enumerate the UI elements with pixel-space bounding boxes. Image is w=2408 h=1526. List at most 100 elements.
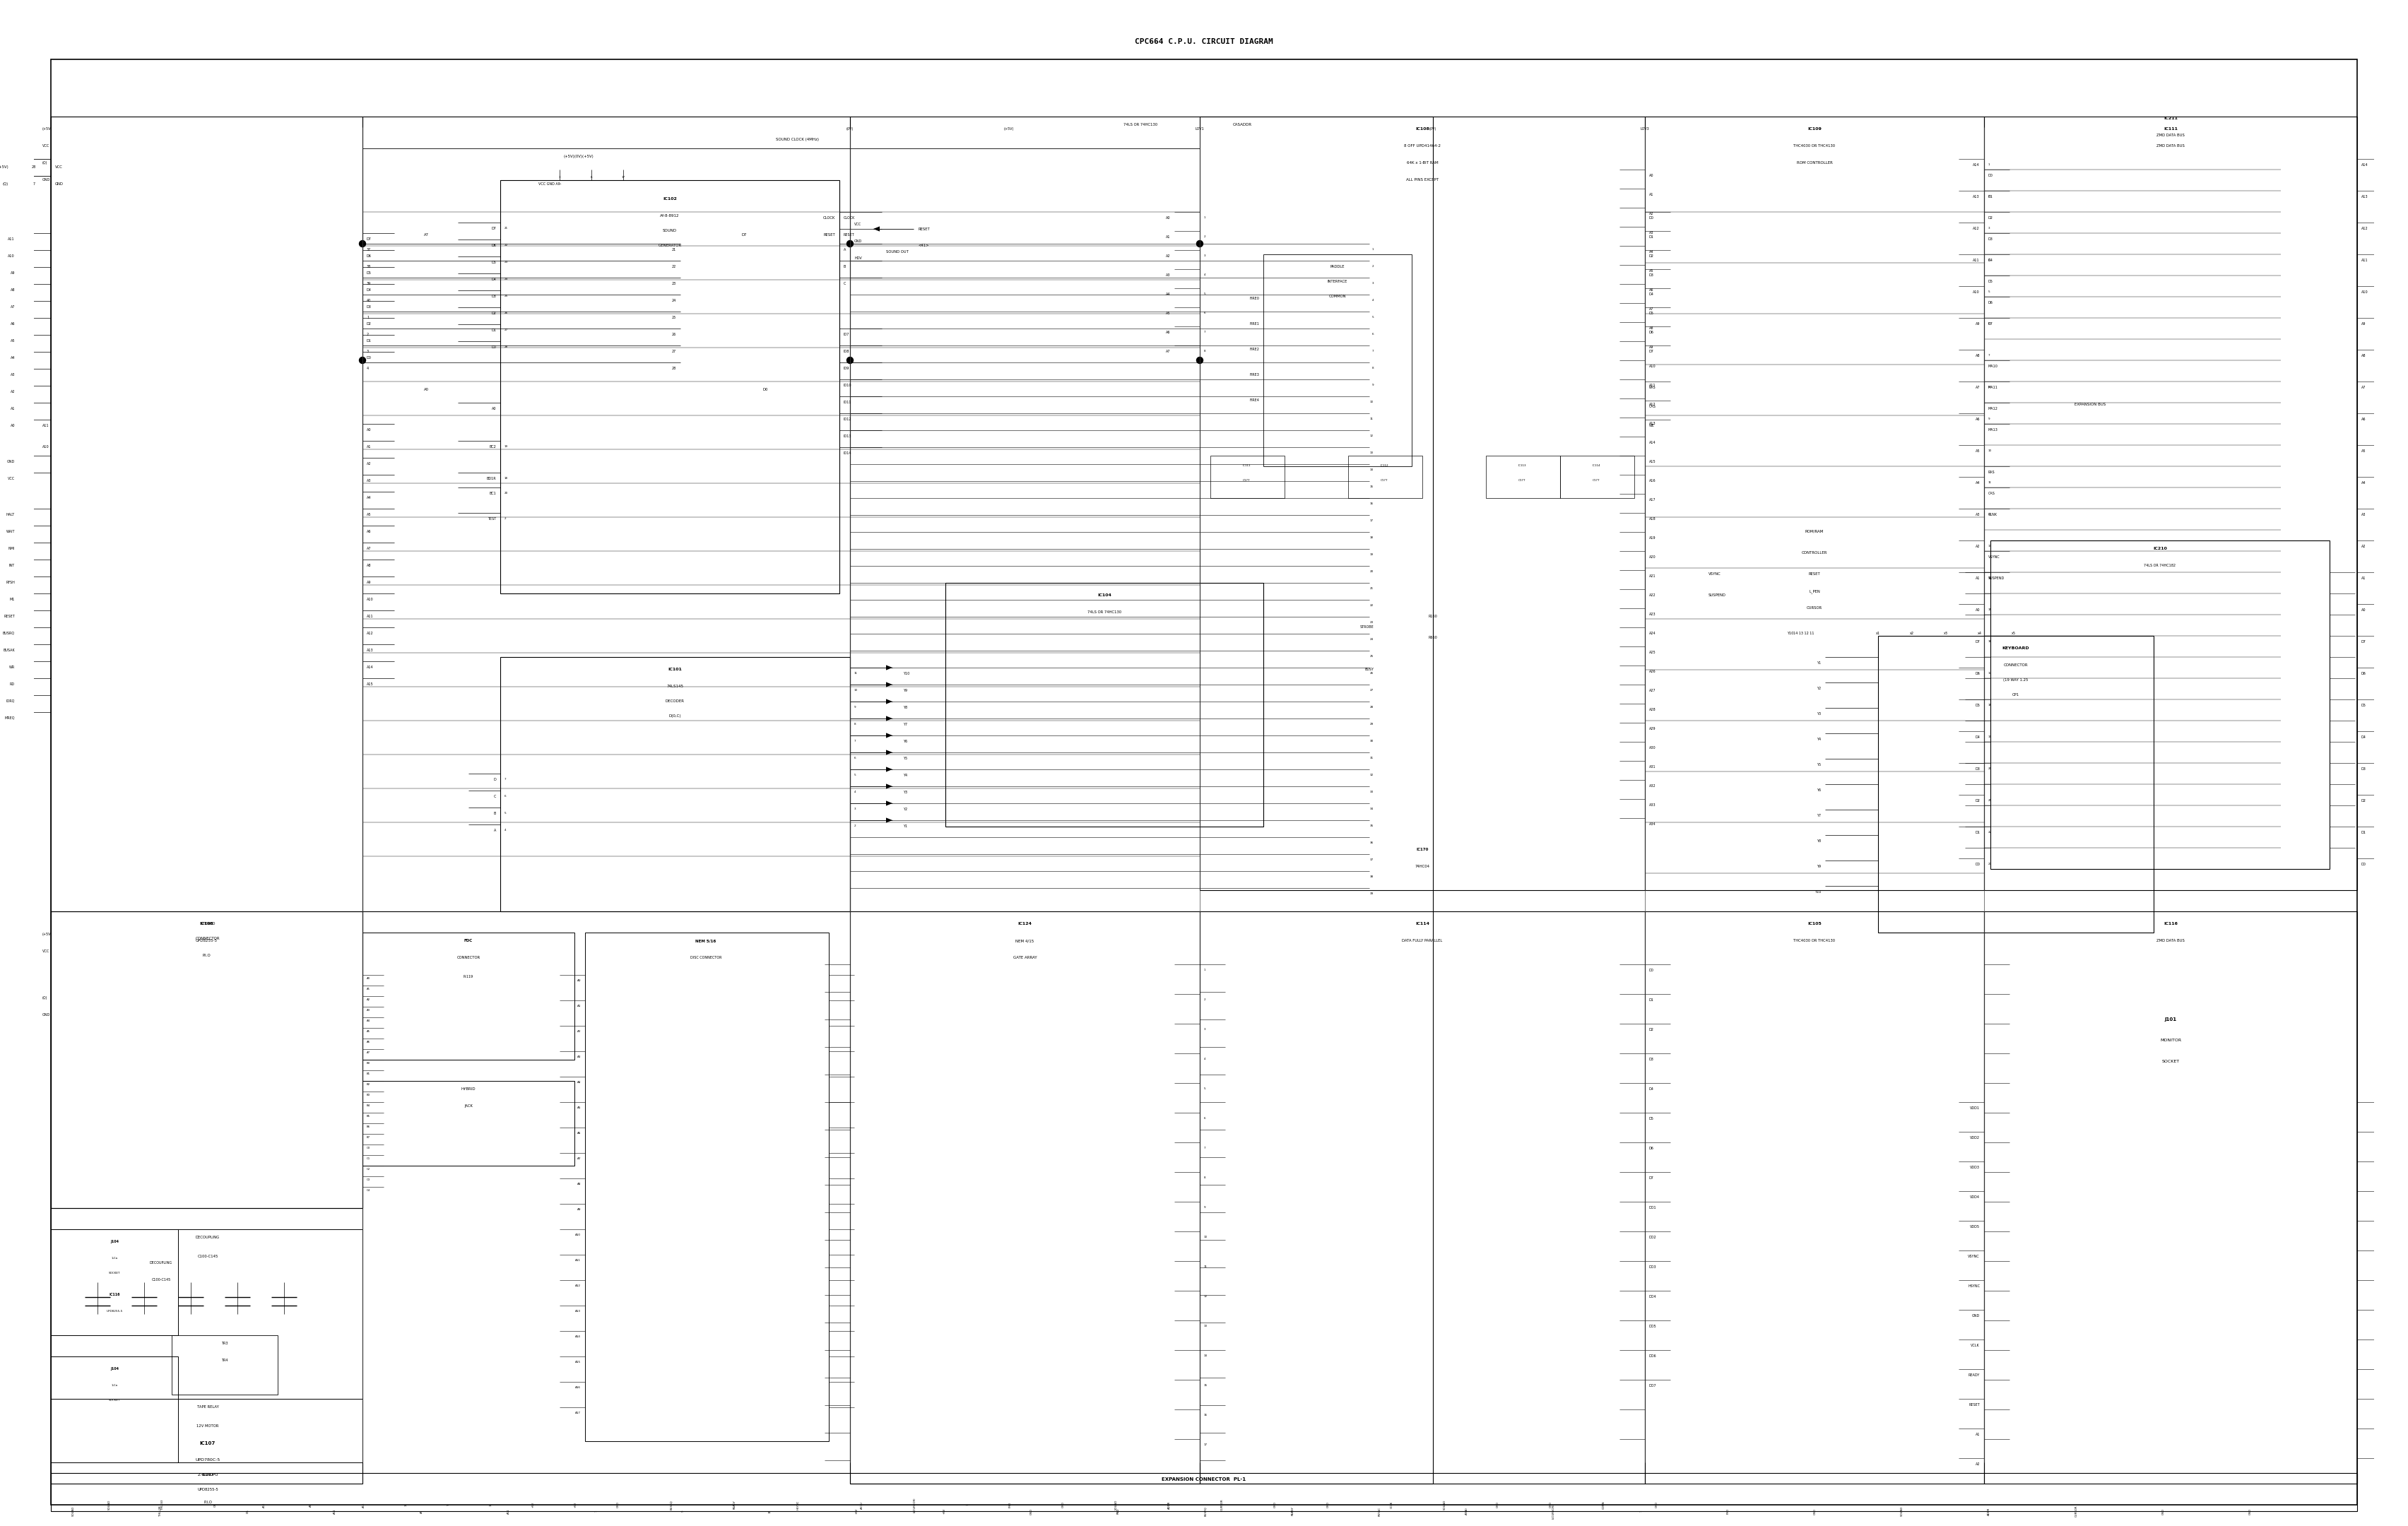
Text: A11: A11: [262, 1502, 265, 1508]
Text: A5: A5: [10, 339, 14, 343]
Text: A19: A19: [1649, 536, 1657, 540]
Text: CCLK: CCLK: [1389, 1502, 1394, 1508]
Text: CURSOR: CURSOR: [1806, 606, 1823, 610]
Bar: [585, 932, 828, 1441]
Text: GND: GND: [1548, 1502, 1553, 1508]
Circle shape: [1197, 241, 1204, 247]
Text: CAS: CAS: [1649, 404, 1657, 409]
Text: B7: B7: [366, 1135, 371, 1138]
Text: 10: 10: [1989, 449, 1991, 452]
Text: FIRE4: FIRE4: [1250, 398, 1259, 401]
Text: 19: 19: [506, 446, 508, 449]
Text: Y10: Y10: [903, 671, 910, 676]
Text: D7: D7: [742, 233, 746, 237]
Text: 21: 21: [1989, 800, 1991, 801]
Text: 39: 39: [366, 282, 371, 285]
Text: A7: A7: [10, 305, 14, 308]
Text: D6: D6: [1649, 1146, 1654, 1151]
Text: A3: A3: [2362, 513, 2367, 516]
Text: 1: 1: [966, 1505, 970, 1506]
Text: Y6: Y6: [903, 740, 908, 743]
Text: GND: GND: [2249, 1508, 2251, 1514]
Text: 13: 13: [1370, 452, 1373, 455]
Text: A9: A9: [2362, 322, 2367, 325]
Text: THC4030 OR THC4130: THC4030 OR THC4130: [1794, 938, 1835, 943]
Text: SOCKET: SOCKET: [108, 1271, 120, 1274]
Text: FIRE3: FIRE3: [1250, 372, 1259, 377]
Text: NEM 4/15: NEM 4/15: [1016, 938, 1033, 943]
Text: GND: GND: [1657, 1502, 1659, 1508]
Text: J101: J101: [2165, 1018, 2177, 1021]
Text: RND: RND: [1117, 1508, 1120, 1514]
Text: CLOCK: CLOCK: [843, 217, 855, 220]
Text: D2: D2: [1989, 217, 1994, 220]
Text: A6: A6: [366, 1041, 371, 1044]
Text: IC114: IC114: [1592, 464, 1601, 467]
Text: A14: A14: [576, 1335, 580, 1338]
Text: A9: A9: [1975, 322, 1979, 325]
Text: D7: D7: [491, 227, 496, 230]
Text: VCC: VCC: [7, 476, 14, 481]
Text: VDD4: VDD4: [1970, 1195, 1979, 1199]
Text: 74LS OR 74HC130: 74LS OR 74HC130: [1088, 610, 1122, 613]
Text: INTERFACE: INTERFACE: [1327, 279, 1348, 284]
Text: D0: D0: [1975, 862, 1979, 867]
Text: IC101: IC101: [667, 668, 681, 671]
Text: WE: WE: [1649, 424, 1654, 427]
Text: A15: A15: [576, 1361, 580, 1364]
Text: GATE ARRAY: GATE ARRAY: [1014, 955, 1038, 960]
Text: SUSPEND: SUSPEND: [1989, 577, 2006, 580]
Text: D3: D3: [2362, 768, 2367, 771]
Text: FIRE1: FIRE1: [1250, 322, 1259, 325]
Text: D5: D5: [1649, 1117, 1654, 1120]
Polygon shape: [886, 766, 893, 772]
Text: A11: A11: [332, 1509, 337, 1514]
Text: A1: A1: [1975, 1433, 1979, 1436]
Text: IO9: IO9: [843, 366, 850, 371]
Text: RD: RD: [10, 682, 14, 687]
Text: MA13: MA13: [1989, 429, 1999, 432]
Text: D7: D7: [1989, 322, 1994, 325]
Text: 11: 11: [489, 1503, 494, 1506]
Text: 17: 17: [1204, 1444, 1209, 1447]
Text: 23: 23: [1370, 621, 1373, 624]
Text: A1: A1: [366, 987, 371, 990]
Text: SUSPEND: SUSPEND: [1710, 594, 1727, 597]
Text: 11: 11: [768, 1509, 771, 1512]
Text: D2: D2: [366, 322, 371, 325]
Text: D2: D2: [491, 311, 496, 314]
Text: READY: READY: [734, 1500, 737, 1509]
Text: 26: 26: [506, 311, 508, 314]
Text: A11: A11: [2362, 258, 2367, 262]
Text: SOUND: SOUND: [108, 1500, 111, 1509]
Text: RESET: RESET: [843, 233, 855, 237]
Text: 21: 21: [506, 227, 508, 229]
Text: DO5: DO5: [1649, 1325, 1657, 1328]
Text: 14: 14: [1204, 1355, 1206, 1357]
Text: A5: A5: [1975, 449, 1979, 453]
Text: C1: C1: [366, 1157, 371, 1160]
Polygon shape: [886, 784, 893, 789]
Circle shape: [848, 357, 852, 363]
Text: MA10: MA10: [1989, 365, 1999, 368]
Bar: [364, 116, 850, 911]
Text: 17: 17: [1989, 671, 1991, 674]
Text: 14: 14: [1989, 577, 1991, 580]
Text: D5: D5: [1975, 703, 1979, 707]
Text: A14: A14: [2362, 163, 2367, 166]
Text: CP1: CP1: [2013, 693, 2020, 696]
Text: 22: 22: [1989, 830, 1991, 833]
Text: TAPE RELAY: TAPE RELAY: [197, 1405, 219, 1408]
Text: Y9: Y9: [1816, 865, 1820, 868]
Text: GND: GND: [1062, 1502, 1064, 1508]
Text: STROBE: STROBE: [1361, 626, 1373, 629]
Text: 26: 26: [672, 333, 677, 336]
Text: HDV: HDV: [855, 256, 862, 259]
Text: 19: 19: [1989, 736, 1991, 739]
Text: UPD8255-5: UPD8255-5: [106, 1309, 123, 1312]
Bar: [1645, 911, 1984, 1483]
Text: Y1: Y1: [903, 824, 908, 829]
Text: x2: x2: [1910, 632, 1914, 635]
Text: 24: 24: [672, 299, 677, 302]
Text: IC108: IC108: [1416, 127, 1430, 131]
